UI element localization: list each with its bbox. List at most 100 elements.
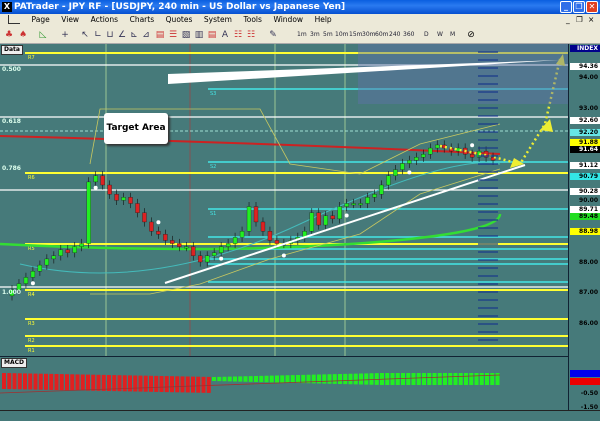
macd-bar [290, 375, 295, 383]
price-chart[interactable]: R7 R6 R5 R4 R3 R2 R1 S3 S2 S1 Data 0.500 0.618 0.… [0, 44, 568, 356]
zoom-in-icon[interactable]: ♠ [18, 30, 28, 40]
arrow-head-icon [540, 119, 553, 132]
target-area-callout[interactable]: Target Area [104, 113, 168, 144]
macd-axis-label: -0.50 [580, 390, 598, 397]
macd-bar [217, 376, 222, 382]
macd-bar [196, 376, 201, 393]
macd-bar [96, 374, 101, 391]
macd-bar [222, 376, 227, 382]
macd-bar [86, 374, 90, 391]
tf-d[interactable]: D [424, 31, 429, 38]
signal-dot [281, 253, 286, 258]
price-axis-label: 94.00 [579, 73, 598, 81]
macd-bar [280, 375, 285, 383]
candle-body [16, 283, 22, 290]
macd-bar [23, 373, 27, 390]
macd-bar [338, 374, 342, 384]
mdi-minimize[interactable]: _ [566, 15, 570, 24]
macd-bar [91, 374, 96, 391]
menu-actions[interactable]: Actions [90, 15, 119, 24]
tf-360[interactable]: 360 [403, 31, 415, 38]
tf-10m[interactable]: 10m [335, 31, 349, 38]
macd-value-red [570, 378, 600, 385]
candle-body [37, 264, 43, 272]
restore-button[interactable]: ❐ [573, 1, 585, 13]
channel-tool-icon[interactable]: ⊔ [106, 30, 114, 40]
tf-240[interactable]: 240 [389, 31, 401, 38]
arrow-head-icon [510, 158, 524, 168]
tf-60m[interactable]: 60m [375, 31, 389, 38]
zoom-out-icon[interactable]: ♣ [4, 30, 14, 40]
candle-body [379, 184, 384, 195]
macd-bar [107, 375, 111, 391]
channel-band [89, 108, 501, 295]
candle-body [135, 203, 140, 213]
candle-body [142, 212, 147, 223]
fib-label-0618: 0.618 [2, 118, 21, 125]
fan-tool-icon[interactable]: ⊾ [130, 30, 138, 40]
text-tool-icon[interactable]: A [221, 30, 229, 40]
pivot2-tool-icon[interactable]: ☷ [246, 30, 256, 40]
pattern-tool-icon[interactable]: ▧ [181, 30, 191, 40]
macd-bar [12, 373, 17, 390]
fib-retracement-icon[interactable]: ☰ [168, 30, 178, 40]
menu-view[interactable]: View [61, 15, 80, 24]
mdi-restore[interactable]: ❐ [576, 15, 583, 24]
trendline-tool-icon[interactable]: ∠ [117, 30, 127, 40]
chart-menu-icon[interactable] [8, 15, 20, 24]
levels-tool-icon[interactable]: ▤ [207, 30, 217, 40]
minimize-button[interactable]: _ [560, 1, 572, 13]
candle-body [344, 203, 349, 207]
price-axis-label: 91.88 [570, 138, 600, 146]
macd-panel[interactable]: MACD [0, 356, 568, 410]
macd-bar [322, 374, 327, 384]
mdi-close[interactable]: × [588, 15, 595, 24]
candle-body [177, 243, 182, 247]
macd-bar [448, 373, 453, 385]
macd-bar [495, 373, 500, 385]
macd-bar [311, 374, 316, 384]
crosshair-icon[interactable]: + [61, 30, 69, 40]
bars-tool-icon[interactable]: ▥ [194, 30, 204, 40]
fib-fan-icon[interactable]: ⊿ [142, 30, 150, 40]
macd-bar [416, 373, 421, 385]
tf-m[interactable]: M [450, 31, 456, 38]
macd-bar [17, 373, 22, 390]
menu-system[interactable]: System [203, 15, 232, 24]
macd-bar [201, 376, 206, 393]
pivot-tool-icon[interactable]: ☷ [233, 30, 243, 40]
pivot-label: R5 [28, 246, 35, 252]
macd-bar [59, 374, 64, 391]
menu-tools[interactable]: Tools [243, 15, 262, 24]
menu-help[interactable]: Help [314, 15, 332, 24]
chart-type-icon[interactable]: ◺ [39, 30, 47, 40]
macd-bar [112, 375, 117, 392]
candle-body [58, 249, 63, 256]
tf-1m[interactable]: 1m [297, 31, 307, 38]
macd-bar [75, 374, 80, 391]
menu-charts[interactable]: Charts [129, 15, 155, 24]
candle-body [44, 258, 50, 266]
price-axis-label: 86.00 [579, 320, 598, 328]
line-tool-icon[interactable]: ∟ [94, 30, 102, 40]
candle-body [337, 206, 342, 220]
menu-quotes[interactable]: Quotes [165, 15, 193, 24]
price-axis-label: 91.12 [570, 162, 600, 170]
macd-bar [296, 375, 300, 383]
candle-body [100, 175, 105, 186]
menu-page[interactable]: Page [31, 15, 50, 24]
tf-30m[interactable]: 30m [362, 31, 376, 38]
menu-window[interactable]: Window [273, 15, 304, 24]
tf-5m[interactable]: 5m [323, 31, 333, 38]
close-button[interactable]: ✕ [586, 1, 598, 13]
price-axis-label: 89.48 [570, 212, 600, 220]
clock-icon[interactable]: ⊘ [467, 30, 475, 40]
candle-body [212, 252, 217, 256]
pen-tool-icon[interactable]: ✎ [269, 30, 277, 40]
rectangle-tool-icon[interactable]: ▤ [155, 30, 165, 40]
tf-3m[interactable]: 3m [310, 31, 320, 38]
window-title: PATrader - JPY RF - [USDJPY, 240 min - U… [14, 2, 346, 12]
tf-w[interactable]: W [437, 31, 443, 38]
tf-15m[interactable]: 15m [349, 31, 363, 38]
pointer-icon[interactable]: ↖ [81, 30, 89, 40]
